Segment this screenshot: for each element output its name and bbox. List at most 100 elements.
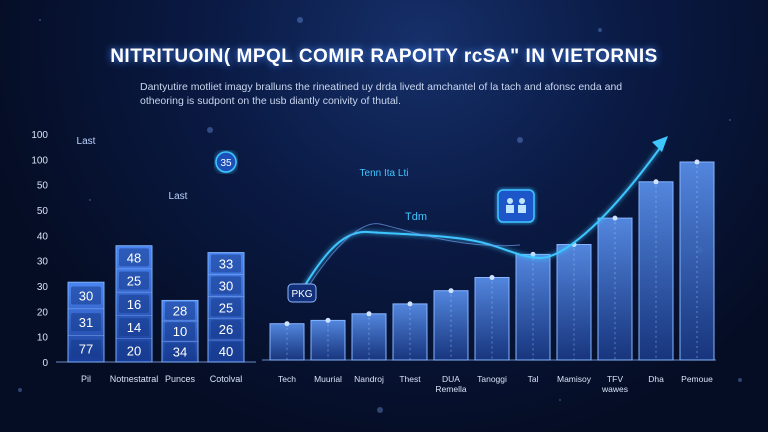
annotation-box [287,283,317,303]
sparkle-dot [598,28,602,32]
bar-top-marker [284,321,290,327]
annotation-label: PKG [291,289,312,300]
person-head-icon [519,198,525,204]
segment-value-label: 25 [127,274,141,289]
x-category-label: TFV wawes [601,374,628,394]
segment-label-box [119,248,149,267]
x-category-label: Pil [81,374,91,384]
annotation-label: Tdm [405,211,427,223]
annotation-marker [215,151,237,173]
y-tick-label: 20 [37,307,49,318]
bar-right [474,277,510,361]
y-tick-label: 30 [37,282,49,293]
bar-right [392,303,428,361]
x-category-label: Punces [165,374,196,384]
y-tick-label: 30 [37,257,49,268]
sparkle-dot [738,378,742,382]
segment-value-label: 34 [173,345,187,360]
annotation-label: 35 [220,158,232,169]
bar-top-marker [694,159,700,165]
chart-subtitle: Dantyutire motliet imagy bralluns the ri… [140,81,623,107]
segment-label-box [119,341,149,360]
bar-top-marker [448,288,454,294]
y-tick-label: 100 [31,155,48,166]
secondary-curve [299,223,521,301]
sparkle-dot [729,119,731,121]
segment-label-box [211,342,241,361]
segment-value-label: 14 [127,320,141,335]
segment-value-label: 30 [79,289,93,304]
annotation-label: Tenn Ita Lti [360,168,409,179]
chart-title: NITRITUOIN( MPQL COMIR RAPOITY rcSA" IN … [110,46,658,67]
sparkle-dot [377,407,383,413]
x-category-label: Tanoggi [477,374,507,384]
x-category-label: Muurial [314,374,342,384]
segment-value-label: 77 [79,342,93,357]
segment-value-label: 30 [219,278,233,293]
sparkle-dot [517,137,523,143]
segment-value-label: 31 [79,315,93,330]
segment-label-box [71,339,101,358]
x-category-label: Cotolval [210,374,243,384]
sparkle-dot [648,58,652,62]
segment-value-label: 20 [127,343,141,358]
y-tick-label: 100 [31,130,48,141]
segment-label-box [211,276,241,295]
sparkle-dot [207,127,213,133]
sparkle-dot [469,59,471,61]
segment-label-box [165,322,195,341]
person-body-icon [518,205,526,213]
sparkle-dot [297,17,303,23]
segment-value-label: 26 [219,322,233,337]
segment-label-box [71,313,101,332]
x-category-label: Mamisoy [557,374,592,384]
segment-label-box [119,294,149,313]
bar-right [351,313,387,361]
person-head-icon [507,198,513,204]
segment-value-label: 33 [219,257,233,272]
bar-right [556,244,592,361]
segment-value-label: 16 [127,297,141,312]
y-tick-label: 40 [37,231,49,242]
segment-label-box [211,254,241,273]
annotation-label: Last [169,191,188,202]
segment-label-box [211,298,241,317]
segment-label-box [165,342,195,361]
segment-label-box [119,271,149,290]
segment-value-label: 28 [173,304,187,319]
x-category-label: Tal [528,374,539,384]
segment-label-box [211,320,241,339]
x-category-label: Dha [648,374,664,384]
x-category-label: Nandroj [354,374,384,384]
bar-top-marker [407,301,413,307]
x-category-label: DUA Remella [435,374,466,394]
annotation-label: Last [77,136,96,147]
segment-value-label: 40 [219,344,233,359]
bar-top-marker [530,251,536,257]
segment-value-label: 48 [127,250,141,265]
y-tick-label: 50 [37,181,49,192]
y-tick-label: 10 [37,333,49,344]
y-tick-label: 50 [37,206,49,217]
x-category-label: Pemoue [681,374,713,384]
sparkle-dot [559,399,561,401]
bar-top-marker [366,311,372,317]
segment-label-box [71,286,101,305]
bar-top-marker [325,317,331,323]
person-body-icon [506,205,514,213]
x-category-label: Tech [278,374,296,384]
x-category-label: Thest [399,374,421,384]
bar-top-marker [653,179,659,185]
bar-top-marker [612,215,618,221]
segment-value-label: 25 [219,300,233,315]
sparkle-dot [89,199,91,201]
segment-value-label: 10 [173,324,187,339]
sparkle-dot [18,388,22,392]
bar-top-marker [489,275,495,280]
people-icon [497,189,535,223]
segment-label-box [119,318,149,337]
trend-line [295,147,661,301]
segment-label-box [165,301,195,320]
